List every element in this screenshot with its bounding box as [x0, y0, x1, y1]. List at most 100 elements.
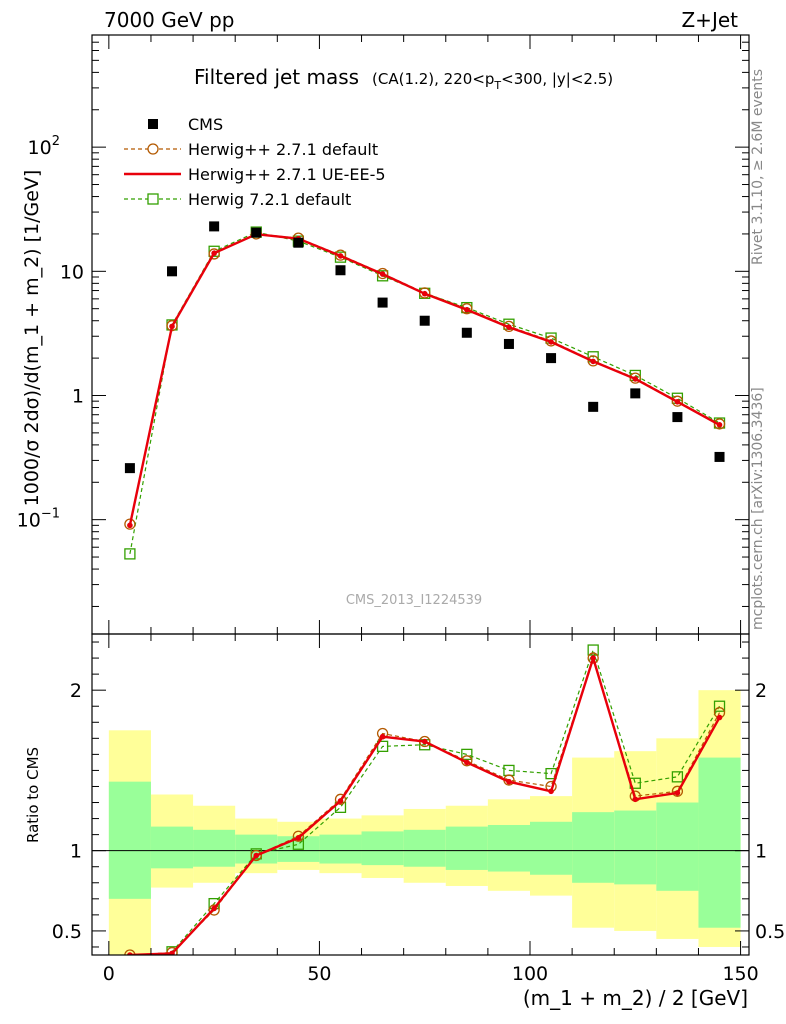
band-inner-bin [361, 831, 404, 866]
main-cms-point [167, 266, 178, 277]
ratio-uncertainty-bands [108, 690, 741, 955]
ratio-herwig721_default-line [165, 648, 721, 955]
ratio-herwig271-ueee5-point [716, 714, 723, 721]
band-inner-bin [614, 810, 657, 885]
ratio-y-tick-label-right: 0.5 [755, 921, 785, 943]
main-herwig271_default-line [129, 233, 720, 525]
ratio-herwig271-default-point [671, 785, 684, 797]
main-herwig271-default-point [587, 355, 599, 367]
x-tick-label: 100 [512, 963, 548, 985]
main-herwig271-ueee5-point [379, 271, 386, 277]
ratio-plot-series [124, 644, 726, 955]
band-inner-bin [108, 781, 151, 899]
main-cms-point [251, 227, 262, 238]
main-cms-point [672, 412, 683, 423]
ratio-herwig271-default-point [208, 904, 220, 916]
ratio-herwig271-ueee5-point [464, 759, 470, 766]
legend-marker-herwig721_default [147, 193, 159, 205]
main-herwig271-ueee5-point [632, 376, 639, 382]
y-tick-label: 1 [72, 385, 84, 407]
main-herwig271-ueee5-point [211, 250, 217, 256]
main-cms-point [335, 265, 346, 276]
ratio-herwig271-default-point [334, 793, 347, 805]
band-inner-bin [698, 757, 741, 928]
ratio-y-tick-label-right: 2 [755, 680, 767, 702]
main-herwig271-ueee5-point [169, 323, 175, 330]
main-herwig271-default-point [713, 418, 726, 430]
band-inner-bin [319, 834, 362, 864]
main-herwig271-default-point [671, 395, 684, 407]
main-cms-point [714, 451, 725, 462]
band-inner-bin [193, 829, 236, 867]
rivet-version-label: Rivet 3.1.10, ≥ 2.6M events [750, 69, 766, 265]
main-herwig271-ueee5-point [548, 339, 554, 345]
band-inner-bin [572, 812, 615, 883]
main-herwig271-ueee5-point [674, 398, 681, 405]
ratio-herwig271-ueee5-point [421, 738, 428, 745]
main-cms-point [124, 463, 135, 474]
ratio-y-tick-label: 2 [70, 680, 82, 702]
ratio-herwig271-ueee5-point [590, 655, 596, 661]
main-cms-point [503, 338, 514, 349]
ratio-herwig271-ueee5-point [379, 733, 386, 740]
legend-marker-cms [148, 119, 158, 129]
x-tick-label: 150 [722, 963, 758, 985]
ratio-herwig271-ueee5-point [337, 798, 344, 804]
ratio-herwig271-ueee5-point [295, 835, 302, 841]
ratio-herwig271-ueee5-point [674, 790, 681, 796]
ratio-herwig271-ueee5-point [632, 796, 639, 803]
band-inner-bin [656, 802, 699, 891]
band-inner-bin [530, 821, 573, 875]
ratio-herwig271-ueee5-point [127, 952, 133, 955]
ratio-herwig271-ueee5-point [548, 788, 554, 795]
ratio-y-tick-label: 1 [70, 841, 82, 863]
main-herwig271-ueee5-point [590, 358, 596, 365]
legend-label: Herwig++ 2.7.1 UE-EE-5 [188, 165, 386, 184]
mcplots-label: mcplots.cern.ch [arXiv:1306.3436] [750, 387, 766, 630]
main-cms-point [293, 237, 304, 248]
main-cms-point [377, 297, 388, 308]
band-inner-bin [487, 824, 530, 872]
main-herwig271-default-point [376, 267, 389, 280]
main-herwig271-ueee5-point [506, 324, 512, 330]
ratio-y-axis-label: Ratio to CMS [24, 747, 42, 843]
axis-ticks [92, 34, 749, 955]
ratio-y-tick-label: 0.5 [52, 921, 82, 943]
plot-subtitle: (CA(1.2), 220<pT<300, |y|<2.5) [372, 70, 613, 92]
ratio-herwig271-ueee5-point [253, 852, 260, 859]
legend-marker-herwig271_default [147, 143, 159, 155]
x-tick-label: 0 [103, 963, 115, 985]
legend-label: Herwig 7.2.1 default [188, 190, 351, 209]
main-cms-point [588, 401, 599, 412]
ratio-herwig271-ueee5-point [169, 950, 175, 955]
watermark: CMS_2013_I1224539 [346, 593, 482, 608]
band-inner-bin [403, 829, 446, 867]
main-herwig271-ueee5-point [716, 422, 723, 428]
ratio-herwig721-default-point [671, 771, 684, 783]
ratio-plot-frame [91, 633, 750, 956]
main-herwig271-ueee5-point [464, 306, 470, 313]
ratio-y-tick-label-right: 1 [755, 841, 767, 863]
x-axis-label: (m_1 + m_2) / 2 [GeV] [523, 986, 748, 1010]
ratio-herwig271-default-point [587, 652, 599, 664]
y-tick-label: 102 [28, 134, 60, 159]
main-cms-point [546, 353, 557, 364]
band-inner-bin [150, 826, 194, 869]
main-herwig271-ueee5-point [337, 253, 344, 259]
main-herwig271-ueee5-point [421, 290, 428, 297]
ratio-herwig271-ueee5-point [211, 905, 217, 912]
y-axis-label: 1000/σ 2dσ)/d(m_1 + m_2) [1/GeV] [21, 170, 43, 507]
ratio-herwig271-ueee5-point [506, 778, 512, 785]
main-cms-point [419, 315, 430, 326]
ratio-herwig271-default-point [124, 949, 136, 955]
legend-label: Herwig++ 2.7.1 default [188, 140, 378, 159]
main-herwig271-default-point [419, 287, 431, 299]
main-cms-point [461, 327, 472, 338]
ratio-herwig271-default-point [250, 849, 262, 862]
main-plot-series [124, 221, 726, 560]
process-label: Z+Jet [681, 8, 738, 32]
main-cms-point [209, 221, 220, 232]
x-tick-label: 50 [307, 963, 331, 985]
legend: CMS Herwig++ 2.7.1 default Herwig++ 2.7.1 … [124, 115, 386, 209]
